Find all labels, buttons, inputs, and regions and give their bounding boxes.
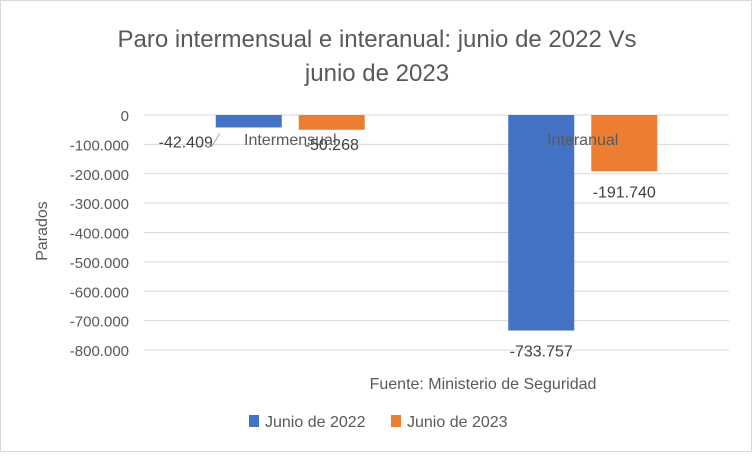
- bar: [215, 115, 282, 128]
- y-tick-label: -100.000: [70, 137, 129, 154]
- data-label: -191.740: [593, 184, 656, 201]
- data-label: -733.757: [510, 344, 573, 361]
- label-leader-line: [205, 133, 221, 147]
- legend-swatch: [391, 415, 401, 427]
- y-tick-label: -400.000: [70, 226, 129, 243]
- y-tick-label: 0: [121, 108, 129, 125]
- y-tick-label: -800.000: [70, 343, 129, 360]
- legend-label: Junio de 2023: [407, 414, 508, 431]
- y-tick-label: -500.000: [70, 255, 129, 272]
- legend-swatch: [249, 415, 259, 427]
- category-label: Interanual: [547, 132, 618, 149]
- bar: [298, 115, 365, 130]
- chart-title-line-1: Paro intermensual e interanual: junio de…: [118, 26, 637, 53]
- bars: [215, 115, 658, 331]
- bar: [591, 115, 658, 172]
- category-label: Intermensual: [244, 132, 337, 149]
- y-axis-label: Parados: [34, 201, 51, 261]
- data-label: -42.409: [159, 134, 213, 151]
- legend-label: Junio de 2022: [265, 414, 366, 431]
- y-tick-label: -600.000: [70, 284, 129, 301]
- y-tick-label: -700.000: [70, 314, 129, 331]
- y-tick-label: -200.000: [70, 167, 129, 184]
- gridlines: [144, 114, 729, 351]
- legend: Junio de 2022 Junio de 2023: [249, 414, 508, 431]
- bar: [508, 115, 575, 331]
- y-tick-label: -300.000: [70, 196, 129, 213]
- source-note: Fuente: Ministerio de Seguridad: [370, 376, 597, 393]
- data-label: -50.268: [305, 137, 359, 154]
- chart-title-line-2: junio de 2023: [304, 60, 449, 87]
- y-axis-ticks: 0 -100.000 -200.000 -300.000 -400.000 -500.00…: [70, 108, 129, 360]
